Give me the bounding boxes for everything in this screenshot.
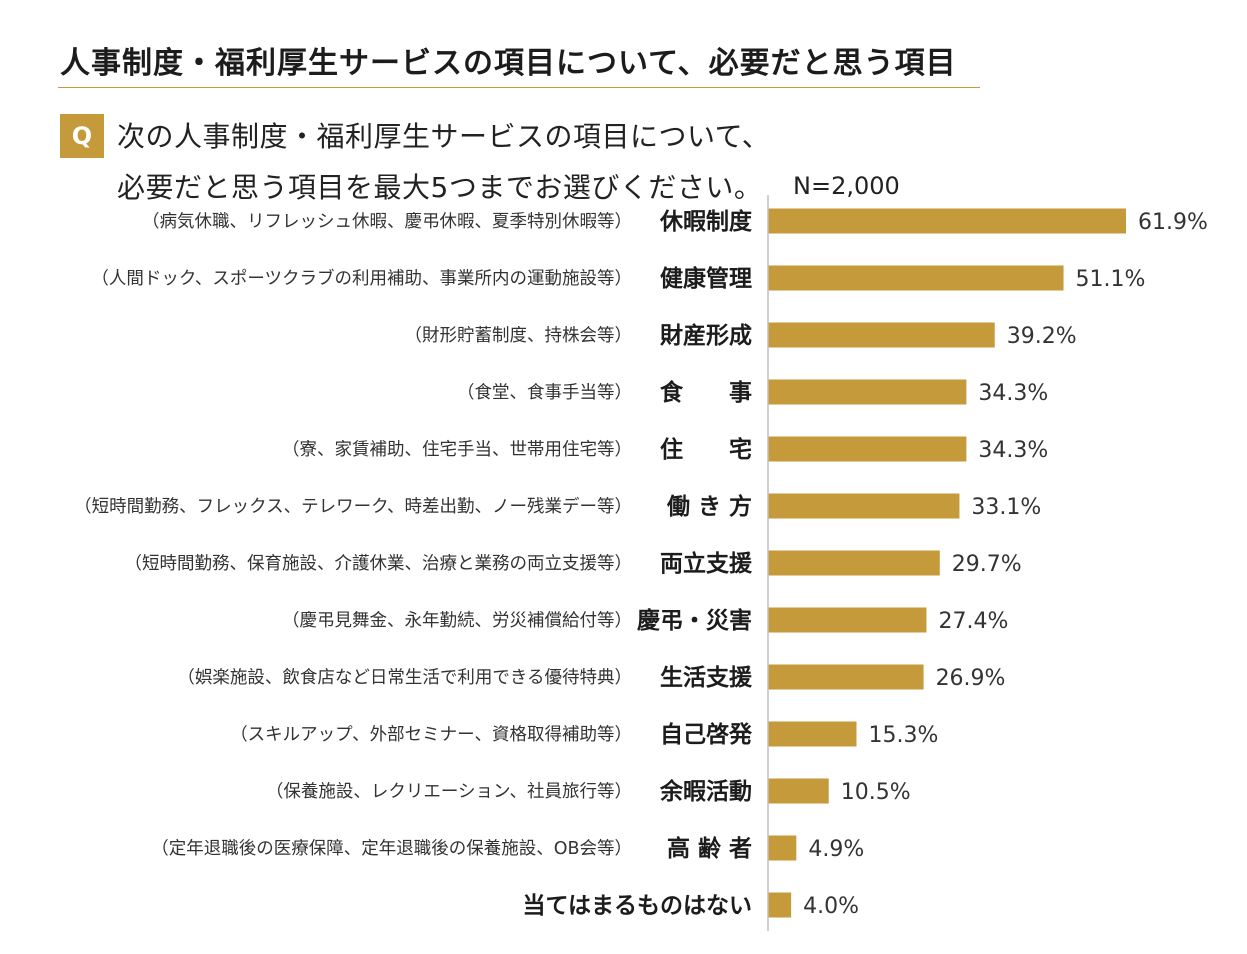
value-label-3: 39.2% — [1007, 324, 1077, 349]
value-label-4: 34.3% — [978, 381, 1048, 406]
bar-1 — [768, 208, 1126, 234]
category-label-1: 休暇制度 — [659, 208, 753, 235]
value-label-13: 4.0% — [803, 894, 859, 919]
category-description-8: （慶弔見舞金、永年勤続、労災補償給付等） — [282, 611, 632, 631]
value-label-7: 29.7% — [952, 552, 1022, 577]
title-divider — [58, 87, 980, 88]
value-label-5: 34.3% — [978, 438, 1048, 463]
bar-2 — [768, 265, 1064, 291]
category-label-8: 慶弔・災害 — [637, 607, 752, 634]
category-description-2: （人間ドック、スポーツクラブの利用補助、事業所内の運動施設等） — [91, 268, 632, 289]
bar-11 — [768, 778, 829, 804]
bar-10 — [768, 721, 857, 747]
sample-size-label: N=2,000 — [793, 172, 900, 200]
value-label-8: 27.4% — [938, 609, 1008, 634]
category-description-12: （定年退職後の医療保障、定年退職後の保養施設、OB会等） — [151, 839, 632, 859]
category-description-4: （食堂、食事手当等） — [457, 383, 632, 403]
category-description-9: （娯楽施設、飲食店など日常生活で利用できる優待特典） — [177, 668, 632, 688]
bar-6 — [768, 493, 960, 519]
category-label-11: 余暇活動 — [659, 778, 752, 805]
category-description-7: （短時間勤務、保育施設、介護休業、治療と業務の両立支援等） — [125, 554, 633, 574]
category-label-12: 高 齢 者 — [667, 835, 752, 862]
page-title: 人事制度・福利厚生サービスの項目について、必要だと思う項目 — [60, 46, 957, 81]
category-label-13: 当てはまるものはない — [522, 893, 752, 919]
value-label-9: 26.9% — [936, 666, 1006, 691]
category-description-6: （短時間勤務、フレックス、テレワーク、時差出勤、ノー残業デー等） — [74, 496, 632, 517]
value-label-6: 33.1% — [971, 495, 1041, 520]
question-text-line2: 必要だと思う項目を最大5つまでお選びください。 — [117, 171, 763, 204]
question-badge: Q — [60, 114, 104, 158]
category-label-9: 生活支援 — [660, 665, 753, 691]
bar-7 — [768, 550, 940, 576]
bar-8 — [768, 607, 927, 633]
value-label-10: 15.3% — [868, 723, 938, 748]
value-label-12: 4.9% — [808, 837, 864, 862]
category-label-10: 自己啓発 — [660, 721, 753, 748]
category-description-1: （病気休職、リフレッシュ休暇、慶弔休暇、夏季特別休暇等） — [142, 212, 632, 232]
bar-13 — [768, 892, 792, 918]
bar-12 — [768, 835, 797, 861]
value-label-11: 10.5% — [841, 780, 911, 805]
category-description-3: （財形貯蓄制度、持株会等） — [405, 326, 633, 346]
category-description-11: （保養施設、レクリエーション、社員旅行等） — [266, 782, 632, 802]
category-description-5: （寮、家賃補助、住宅手当、世帯用住宅等） — [282, 440, 632, 460]
value-label-1: 61.9% — [1138, 210, 1208, 235]
bar-4 — [768, 379, 967, 405]
bar-9 — [768, 664, 924, 690]
category-label-5: 住 宅 — [660, 436, 752, 463]
bar-3 — [768, 322, 995, 348]
question-text-line1: 次の人事制度・福利厚生サービスの項目について、 — [117, 120, 771, 153]
bar-5 — [768, 436, 967, 462]
category-label-2: 健康管理 — [660, 265, 752, 292]
category-label-6: 働 き 方 — [666, 493, 752, 520]
category-description-10: （スキルアップ、外部セミナー、資格取得補助等） — [230, 725, 632, 745]
value-label-2: 51.1% — [1076, 267, 1146, 292]
category-label-3: 財産形成 — [660, 322, 752, 349]
category-label-4: 食 事 — [660, 379, 752, 406]
category-label-7: 両立支援 — [660, 550, 753, 577]
